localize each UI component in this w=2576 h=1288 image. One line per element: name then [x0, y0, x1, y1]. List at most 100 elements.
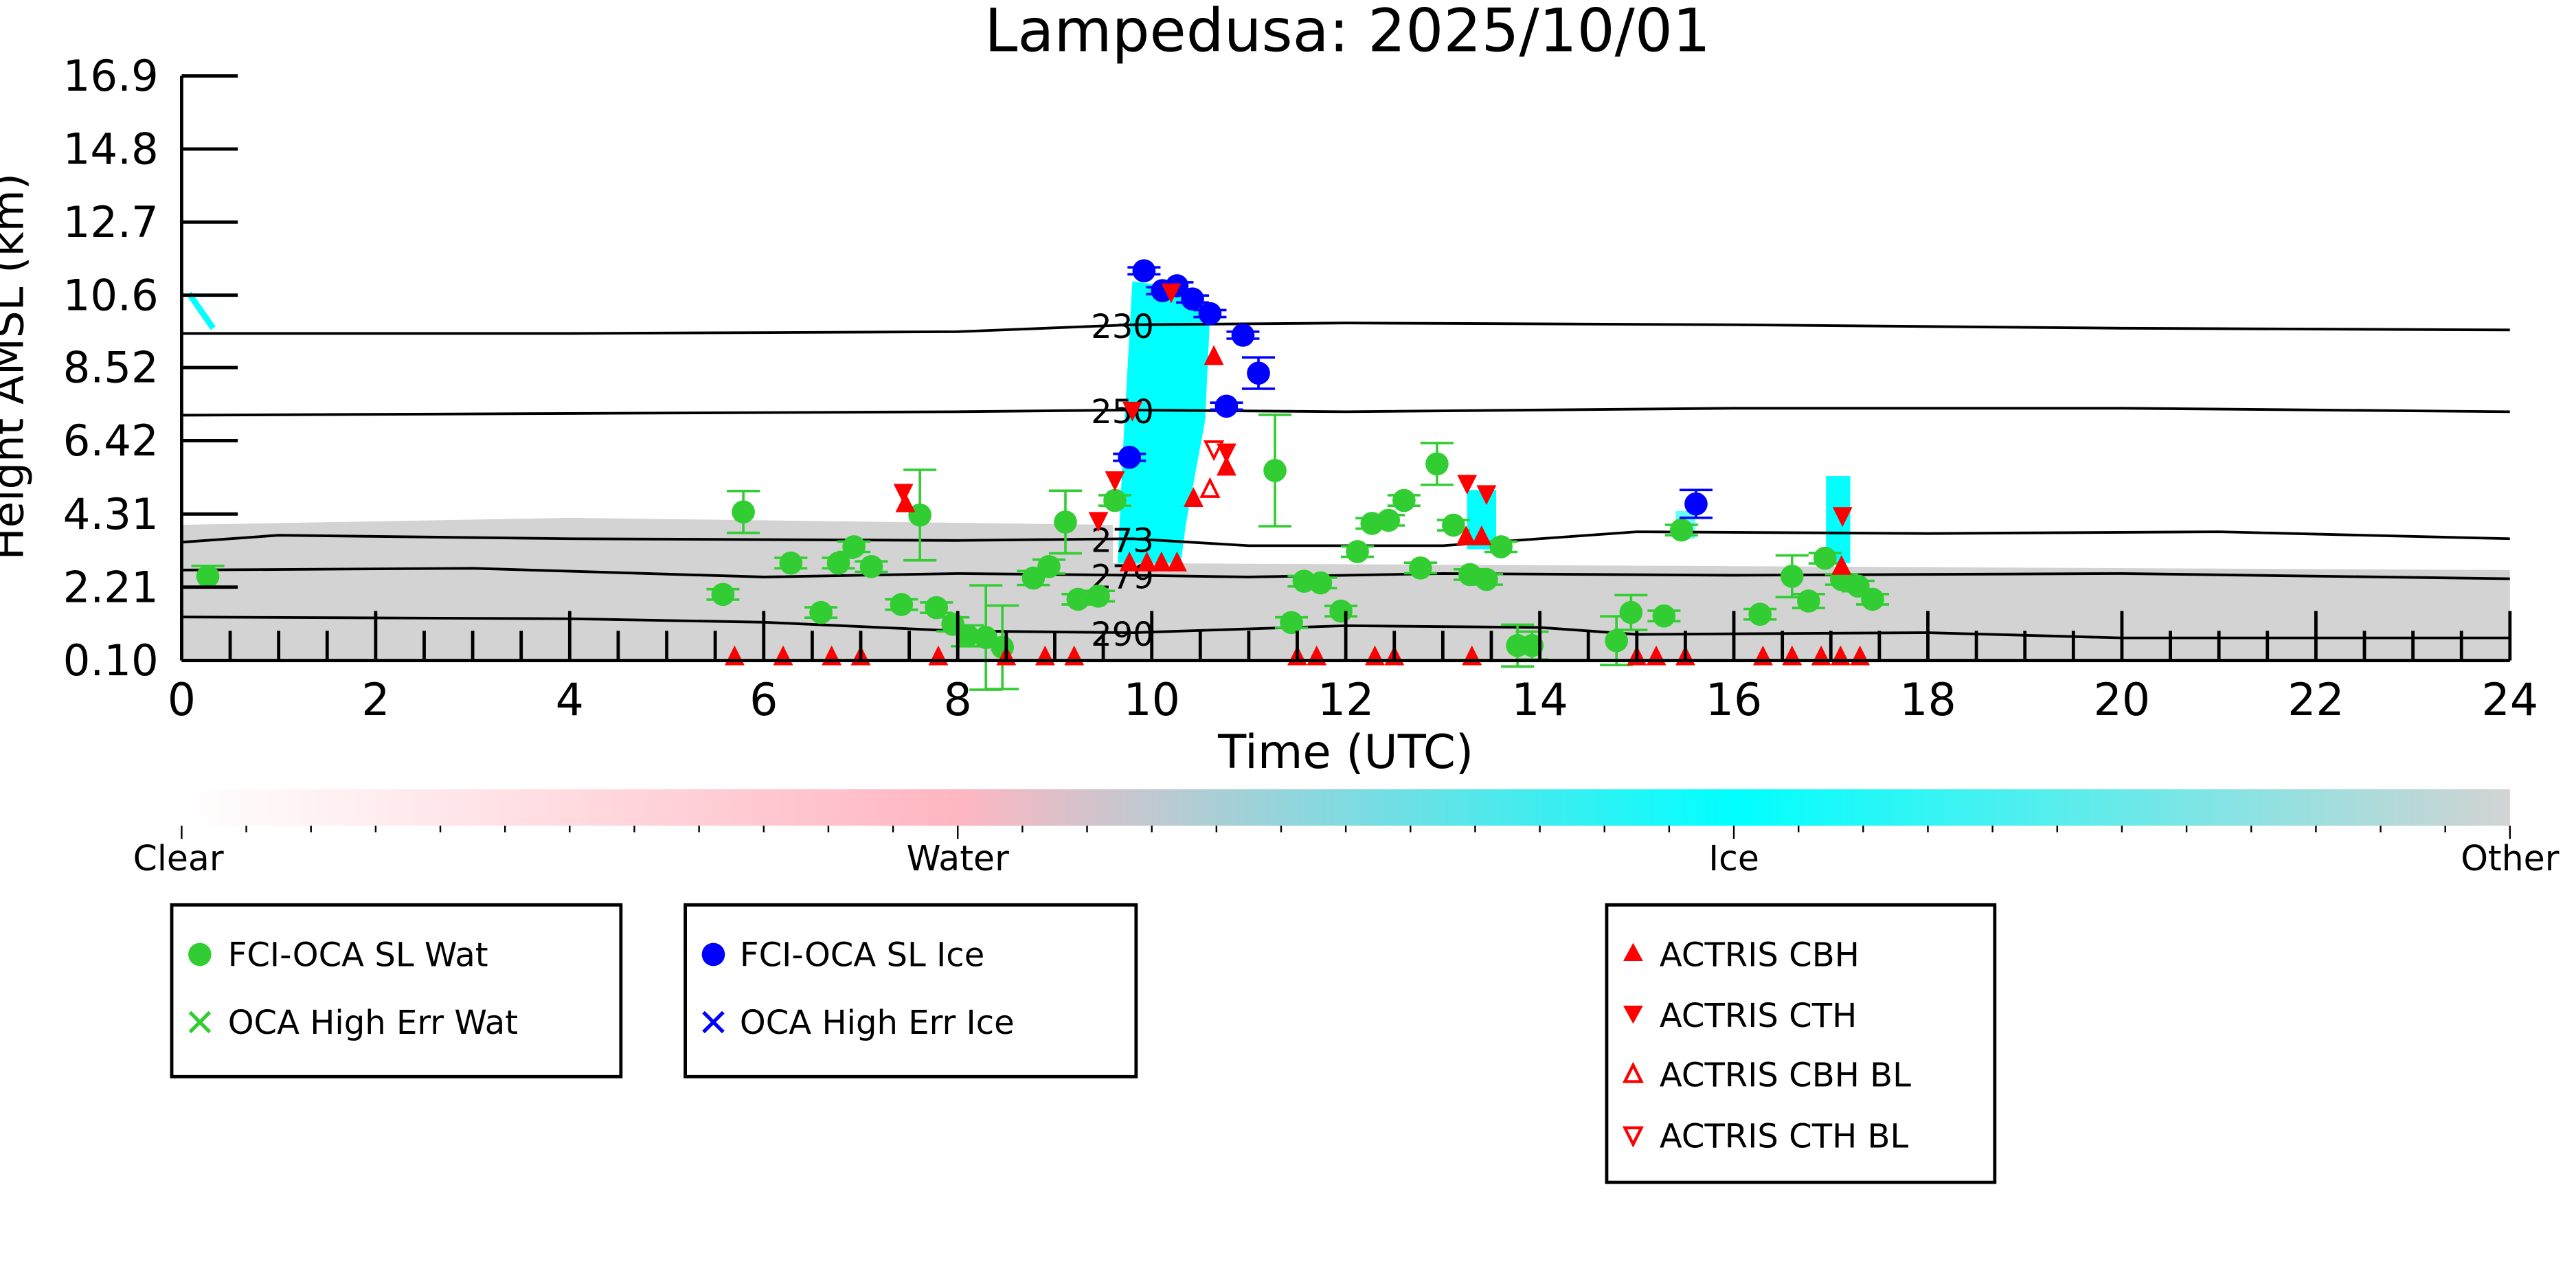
data-point	[1054, 510, 1077, 534]
data-point	[1605, 629, 1628, 653]
cbh-marker	[1217, 455, 1236, 476]
data-point	[1475, 567, 1498, 591]
data-point	[842, 535, 866, 558]
data-point	[779, 551, 803, 575]
data-point	[1329, 599, 1353, 623]
data-point	[1684, 492, 1708, 516]
legend-entry: ACTRIS CBH BL	[1660, 1057, 1911, 1095]
contour-line-230	[181, 321, 2510, 335]
x-tick-label: 22	[2287, 675, 2345, 726]
x-tick-label: 6	[749, 675, 778, 726]
legend-ice: FCI-OCA SL Ice OCA High Err Ice	[683, 903, 1138, 1078]
data-point	[732, 500, 755, 524]
data-point	[1231, 324, 1255, 347]
ice-region	[1118, 281, 1210, 563]
legend-marker-x-green	[188, 1010, 212, 1034]
colorbar-label-clear: Clear	[133, 838, 224, 879]
chart-title: Lampedusa: 2025/10/01	[984, 0, 1710, 66]
colorbar: Clear Water Ice Other	[133, 789, 2560, 879]
legend-marker-circle-blue	[701, 942, 725, 967]
y-tick-label: 4.31	[63, 489, 159, 539]
cbh-marker	[895, 492, 916, 512]
legend-entry: ACTRIS CBH	[1660, 936, 1860, 974]
data-point	[859, 554, 883, 578]
cth-marker	[1088, 512, 1109, 532]
y-tick-label: 12.7	[63, 197, 159, 247]
data-point	[1247, 361, 1270, 385]
data-point	[1309, 571, 1333, 595]
colorbar-label-ice: Ice	[1708, 838, 1759, 879]
y-tick-label: 6.42	[63, 416, 159, 466]
x-tick-label: 0	[168, 675, 196, 726]
contour-line-273	[181, 530, 2510, 547]
cth-marker	[1161, 283, 1182, 304]
y-tick-label: 8.52	[63, 343, 159, 393]
data-point	[1087, 585, 1110, 608]
data-point	[826, 551, 850, 575]
data-point	[1652, 604, 1676, 628]
data-point	[1861, 587, 1884, 611]
data-point	[1520, 633, 1544, 657]
legend-entry: FCI-OCA SL Wat	[228, 936, 488, 974]
data-point	[1669, 518, 1693, 542]
colorbar-gradient	[181, 789, 2510, 826]
cbh-marker	[1831, 554, 1852, 575]
data-point	[1280, 611, 1303, 635]
data-point	[1392, 488, 1416, 512]
data-point	[1214, 394, 1239, 418]
contour-label: 290	[1091, 615, 1154, 654]
cbh-marker	[1183, 487, 1204, 508]
data-point	[925, 596, 948, 620]
x-tick-label: 4	[556, 675, 584, 726]
cbh-marker	[1151, 551, 1172, 572]
cth-marker	[1457, 475, 1478, 495]
x-tick-label: 2	[361, 675, 389, 726]
data-point	[1442, 513, 1465, 537]
cth-marker	[893, 484, 914, 504]
data-point	[1425, 452, 1449, 476]
contour-label: 230	[1091, 308, 1154, 346]
legend-entry: OCA High Err Ice	[740, 1004, 1015, 1042]
data-point	[1103, 488, 1127, 512]
y-ticks: 0.10 2.21 4.31 6.42 8.52 10.6 12.7 14.8 16.9	[63, 51, 238, 686]
colorbar-label-water: Water	[907, 838, 1009, 879]
data-point	[809, 600, 833, 624]
data-point	[1037, 554, 1061, 578]
cth-bl-marker	[1203, 440, 1225, 462]
data-point	[1796, 589, 1820, 613]
data-points	[191, 259, 1890, 691]
data-point	[711, 583, 735, 607]
x-tick-label: 20	[2094, 675, 2151, 726]
data-point	[1132, 259, 1156, 283]
data-point	[1748, 602, 1772, 626]
x-tick-label: 18	[1899, 675, 1956, 726]
cbh-marker	[1137, 551, 1157, 572]
cbh-bl-marker	[1199, 477, 1221, 498]
data-point	[1118, 445, 1142, 469]
ice-region	[186, 291, 216, 330]
data-point	[908, 503, 931, 527]
data-point	[1346, 540, 1369, 563]
cbh-marker	[1456, 525, 1476, 545]
y-tick-label: 10.6	[63, 270, 159, 320]
legend-entry: ACTRIS CTH BL	[1660, 1118, 1909, 1156]
legend-marker-triangle-up	[1623, 942, 1643, 962]
x-tick-label: 10	[1123, 675, 1180, 726]
legend-marker-triangle-down	[1623, 1005, 1643, 1024]
data-point	[1409, 556, 1432, 580]
data-point	[1780, 565, 1804, 588]
legend-actris: ACTRIS CBH ACTRIS CTH ACTRIS CBH BL ACTR…	[1605, 903, 1997, 1184]
data-point	[1813, 546, 1837, 570]
x-axis-label: Time (UTC)	[1217, 725, 1473, 779]
x-tick-label: 16	[1706, 675, 1763, 726]
y-axis-label: Height AMSL (km)	[0, 173, 34, 560]
data-point	[1066, 587, 1090, 611]
cth-marker	[1476, 485, 1497, 506]
cth-marker	[1122, 401, 1142, 422]
contour-line-279	[181, 567, 2510, 580]
data-point	[1619, 600, 1643, 624]
x-ticks: 0 2 4 6 8 10 12 14 16 18 20 22 24	[168, 611, 2538, 726]
contour-label: 273	[1091, 521, 1154, 560]
y-tick-label: 0.10	[63, 635, 159, 686]
